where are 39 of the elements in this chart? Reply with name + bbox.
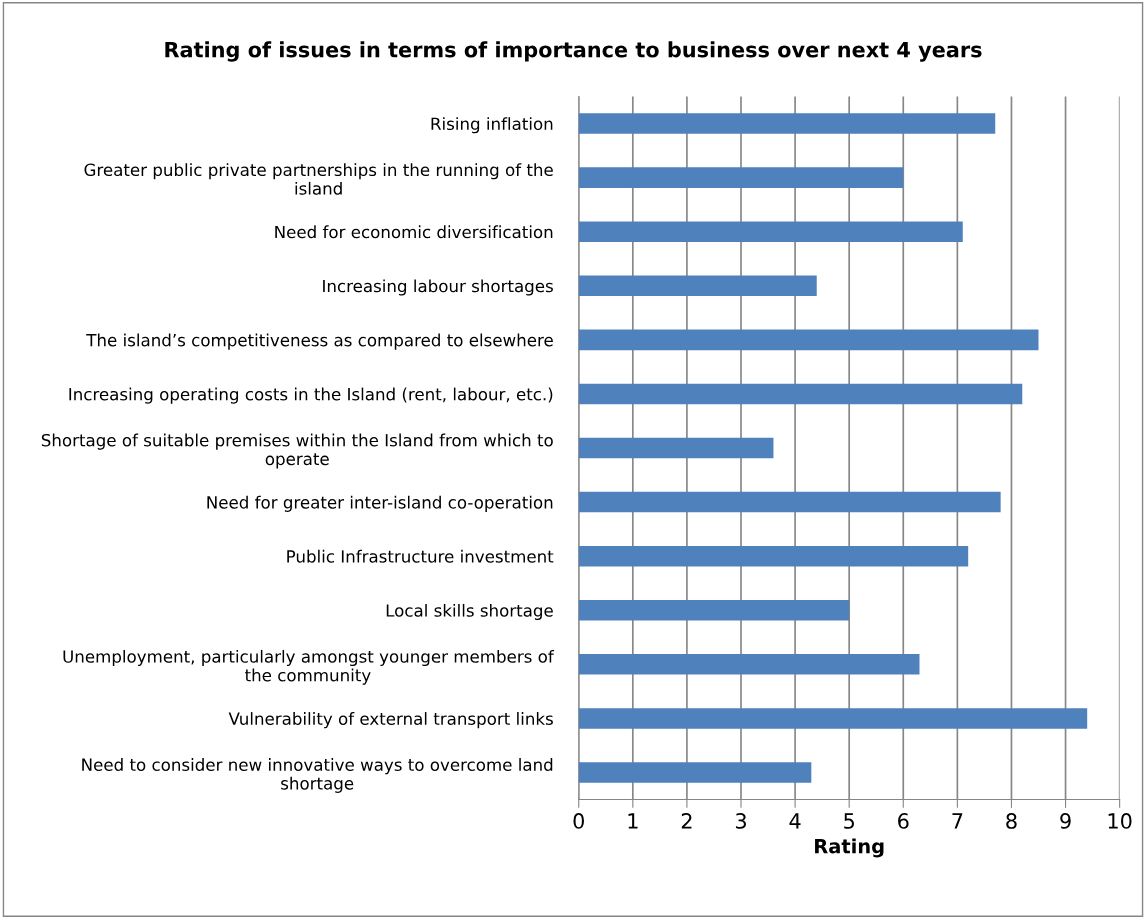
bar xyxy=(578,221,963,242)
y-tick-label: Increasing labour shortages xyxy=(323,279,553,296)
x-tick-label: 5 xyxy=(844,813,854,829)
y-tick-label: Local skills shortage xyxy=(386,603,553,621)
y-tick-label: Need for economic diversification xyxy=(275,225,553,239)
bar xyxy=(578,275,817,297)
x-tick-label: 1 xyxy=(628,813,638,829)
bar xyxy=(578,167,904,188)
x-tick-label: 10 xyxy=(1108,813,1132,829)
y-tick-label: The island’s competitiveness as compared to elsewhere xyxy=(86,333,553,350)
y-tick-label: Shortage of suitable premises within the Island from which to operate xyxy=(41,433,553,469)
y-tick-label: Increasing operating costs in the Island (rent, labour, etc.) xyxy=(69,387,553,404)
bar xyxy=(578,383,1023,405)
x-tick-label: 0 xyxy=(573,813,584,829)
bar xyxy=(578,491,1001,513)
y-tick-label: Rising inflation xyxy=(431,117,553,134)
bar xyxy=(578,762,812,783)
y-tick-label: Greater public private partnerships in the running of the island xyxy=(84,163,553,195)
x-tick-label: 8 xyxy=(1006,813,1017,829)
y-tick-label: Unemployment, particularly amongst younger members of the community xyxy=(63,649,555,685)
bar xyxy=(578,545,969,567)
bar xyxy=(578,113,996,134)
bar xyxy=(578,654,920,675)
bar xyxy=(578,437,774,459)
x-tick-label: 4 xyxy=(789,813,801,829)
y-tick-label: Vulnerability of external transport links xyxy=(228,712,553,729)
x-tick-label: 6 xyxy=(898,813,909,829)
bar xyxy=(578,599,850,621)
y-tick-label: Need to consider new innovative ways to overcome land shortage xyxy=(82,758,553,793)
bar xyxy=(578,708,1088,729)
chart-title: Rating of issues in terms of importance to business over next 4 years xyxy=(165,41,982,62)
x-tick-label: 7 xyxy=(952,813,963,829)
x-tick-label: 9 xyxy=(1060,813,1071,829)
bar xyxy=(578,329,1039,351)
x-axis-title: Rating xyxy=(815,838,884,858)
x-tick-label: 3 xyxy=(735,813,746,829)
y-tick-label: Public Infrastructure investment xyxy=(287,549,554,563)
y-tick-label: Need for greater inter-island co-operation xyxy=(207,495,553,512)
x-tick-label: 2 xyxy=(681,813,692,829)
